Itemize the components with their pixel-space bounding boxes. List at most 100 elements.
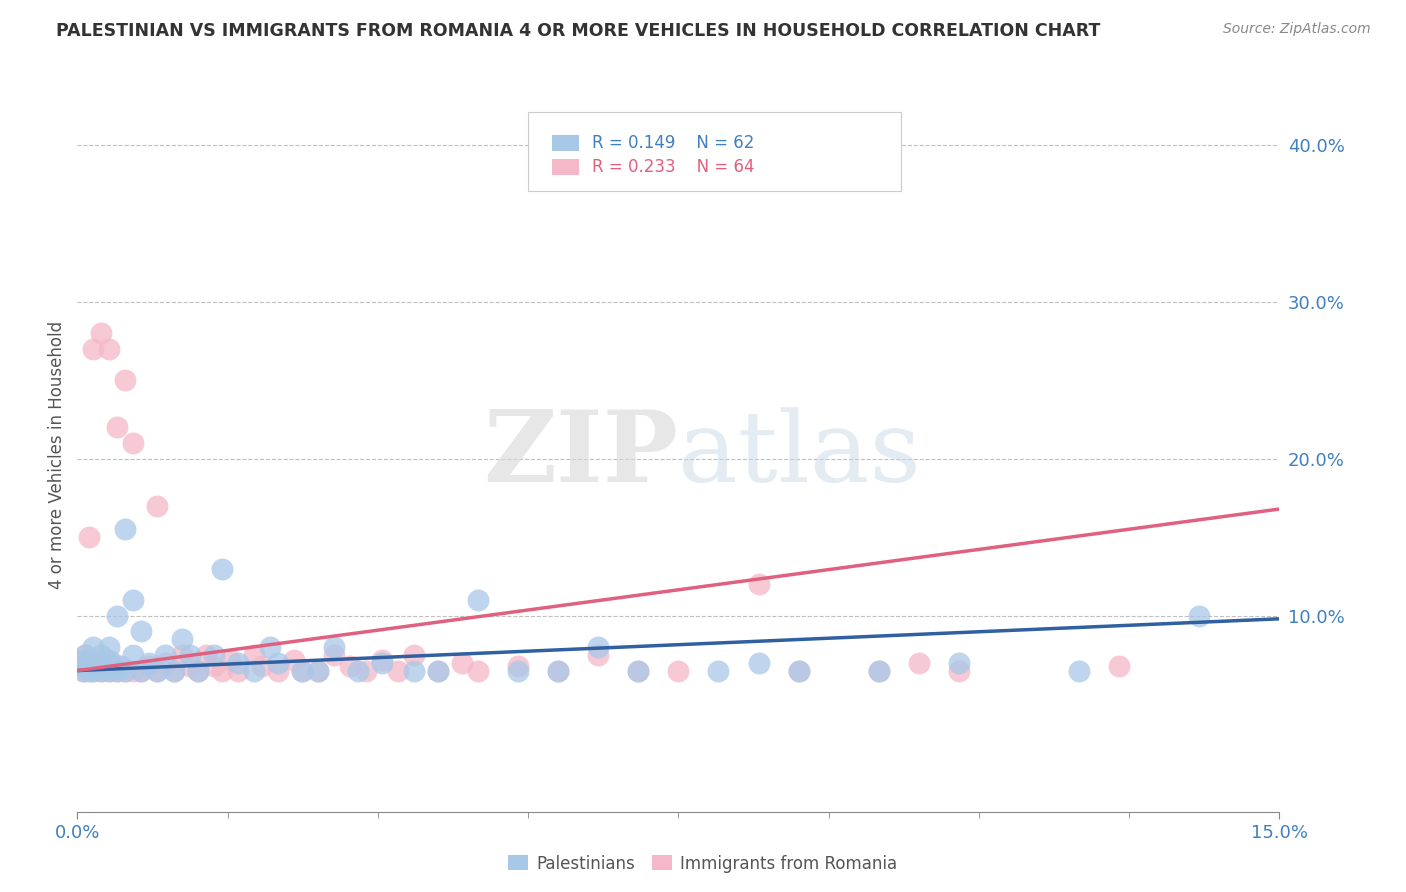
Point [162, 664, 184, 678]
Point [748, 577, 770, 591]
Point [170, 648, 193, 662]
Point [146, 664, 169, 678]
Point [291, 664, 314, 678]
Point [267, 664, 290, 678]
Point [98, 664, 121, 678]
Point [1188, 608, 1211, 623]
Point [76, 658, 98, 673]
Point [242, 664, 264, 678]
Point [202, 658, 225, 673]
Point [82, 664, 104, 678]
Point [69, 658, 91, 673]
Point [908, 656, 931, 670]
Point [451, 656, 474, 670]
Point [194, 648, 217, 662]
Point [155, 648, 177, 662]
Point [402, 648, 425, 662]
Point [187, 664, 209, 678]
Point [73, 664, 96, 678]
Point [748, 656, 770, 670]
Point [627, 664, 650, 678]
Point [187, 664, 209, 678]
Y-axis label: 4 or more Vehicles in Household: 4 or more Vehicles in Household [48, 321, 66, 589]
Point [90, 658, 112, 673]
Point [70, 652, 93, 666]
Point [122, 648, 145, 662]
FancyBboxPatch shape [553, 136, 579, 151]
Point [131, 624, 153, 639]
Text: ZIP: ZIP [484, 407, 679, 503]
Point [170, 632, 193, 647]
Point [467, 664, 489, 678]
Point [307, 664, 329, 678]
Point [90, 664, 112, 678]
Point [387, 664, 409, 678]
Text: R = 0.233    N = 64: R = 0.233 N = 64 [592, 159, 755, 177]
Point [82, 656, 104, 670]
Point [98, 652, 121, 666]
Point [162, 664, 184, 678]
Point [90, 326, 112, 341]
Point [75, 648, 97, 662]
Point [82, 640, 104, 654]
Text: Source: ZipAtlas.com: Source: ZipAtlas.com [1223, 22, 1371, 37]
Point [242, 648, 264, 662]
Point [107, 664, 129, 678]
Legend: Palestinians, Immigrants from Romania: Palestinians, Immigrants from Romania [502, 848, 904, 880]
Point [90, 652, 112, 666]
Point [1069, 664, 1091, 678]
Point [138, 658, 160, 673]
Point [218, 652, 240, 666]
Point [322, 640, 344, 654]
Point [94, 656, 117, 670]
Point [1108, 658, 1130, 673]
Point [707, 664, 730, 678]
Point [75, 656, 97, 670]
Text: atlas: atlas [679, 407, 921, 503]
Point [371, 652, 394, 666]
Point [226, 656, 249, 670]
Point [82, 342, 104, 356]
Point [627, 664, 650, 678]
Point [868, 664, 890, 678]
Point [547, 664, 569, 678]
Point [70, 652, 93, 666]
Point [107, 420, 129, 434]
Point [122, 436, 145, 450]
Point [427, 664, 450, 678]
Point [339, 658, 361, 673]
Point [402, 664, 425, 678]
Point [179, 658, 201, 673]
Point [467, 593, 489, 607]
Point [86, 658, 108, 673]
Point [110, 658, 132, 673]
Point [250, 658, 273, 673]
Point [131, 664, 153, 678]
Point [868, 664, 890, 678]
Point [354, 664, 377, 678]
Point [69, 658, 91, 673]
Point [202, 648, 225, 662]
Point [86, 656, 108, 670]
Point [371, 656, 394, 670]
Point [67, 656, 90, 670]
Point [122, 593, 145, 607]
Point [547, 664, 569, 678]
Point [75, 648, 97, 662]
Point [322, 648, 344, 662]
Point [107, 664, 129, 678]
Point [427, 664, 450, 678]
Point [267, 656, 290, 670]
Point [107, 608, 129, 623]
Point [211, 561, 233, 575]
Point [508, 658, 530, 673]
Point [291, 664, 314, 678]
Point [72, 664, 94, 678]
Point [226, 664, 249, 678]
Point [103, 656, 125, 670]
Point [82, 664, 104, 678]
Point [283, 652, 305, 666]
Point [94, 658, 117, 673]
Point [114, 523, 136, 537]
Point [588, 648, 610, 662]
